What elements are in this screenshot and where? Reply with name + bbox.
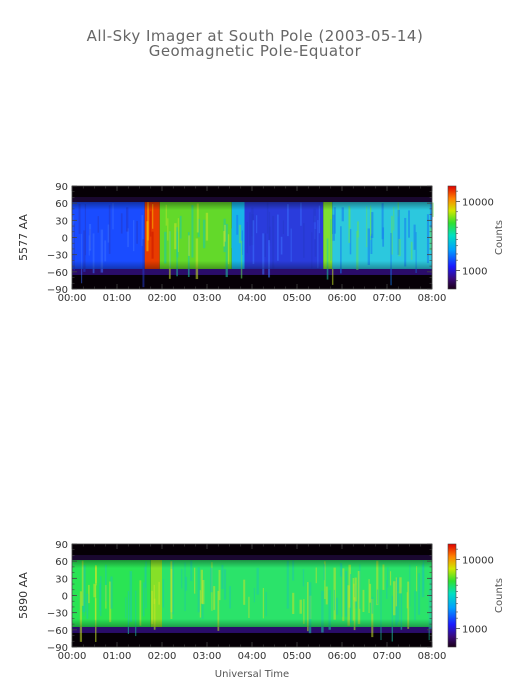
y-tick-label: 60 — [55, 557, 68, 568]
x-tick-label: 07:00 — [373, 293, 402, 304]
x-axis-label: Universal Time — [215, 669, 289, 680]
y-tick-label: −60 — [47, 268, 68, 279]
y-axis-label: 5577 AA — [17, 214, 30, 261]
y-tick-label: −90 — [47, 285, 68, 296]
colorbar-tick-label: 1000 — [462, 624, 487, 635]
x-tick-label: 08:00 — [418, 651, 447, 662]
y-tick-label: 60 — [55, 199, 68, 210]
band-shading — [72, 202, 432, 269]
y-tick-label: −60 — [47, 626, 68, 637]
x-tick-label: 01:00 — [103, 651, 132, 662]
x-tick-label: 04:00 — [238, 651, 267, 662]
x-tick-label: 03:00 — [193, 293, 222, 304]
x-tick-label: 02:00 — [148, 651, 177, 662]
heatmap-streak — [431, 202, 434, 217]
y-tick-label: −30 — [47, 251, 68, 262]
x-tick-label: 00:00 — [58, 293, 87, 304]
colorbar-label: Counts — [494, 578, 505, 613]
chart-subtitle: Geomagnetic Pole-Equator — [148, 42, 362, 60]
chart-title: All-Sky Imager at South Pole (2003-05-14… — [86, 27, 424, 45]
y-tick-label: 90 — [55, 540, 68, 551]
x-tick-label: 02:00 — [148, 293, 177, 304]
x-tick-label: 07:00 — [373, 651, 402, 662]
y-tick-label: −30 — [47, 609, 68, 620]
band-edge-bottom — [72, 268, 432, 275]
y-tick-label: 30 — [55, 216, 68, 227]
y-tick-label: 30 — [55, 574, 68, 585]
band-edge-top — [72, 197, 432, 203]
x-tick-label: 08:00 — [418, 293, 447, 304]
x-tick-label: 03:00 — [193, 651, 222, 662]
x-tick-label: 05:00 — [283, 293, 312, 304]
colorbar-tick-label: 10000 — [462, 555, 494, 566]
y-axis-label: 5890 AA — [17, 572, 30, 619]
x-tick-label: 04:00 — [238, 293, 267, 304]
colorbar — [447, 543, 457, 648]
y-tick-label: 90 — [55, 182, 68, 193]
colorbar-tick-label: 10000 — [462, 197, 494, 208]
x-tick-label: 01:00 — [103, 293, 132, 304]
colorbar-label: Counts — [494, 220, 505, 255]
x-tick-label: 00:00 — [58, 651, 87, 662]
x-tick-label: 06:00 — [328, 293, 357, 304]
band-edge-bottom — [72, 626, 432, 633]
colorbar — [447, 185, 457, 290]
x-tick-label: 05:00 — [283, 651, 312, 662]
x-tick-label: 06:00 — [328, 651, 357, 662]
y-tick-label: 0 — [62, 234, 68, 245]
band-edge-top — [72, 555, 432, 561]
band-shading — [72, 560, 432, 627]
y-tick-label: 0 — [62, 592, 68, 603]
y-tick-label: −90 — [47, 643, 68, 654]
colorbar-tick-label: 1000 — [462, 266, 487, 277]
